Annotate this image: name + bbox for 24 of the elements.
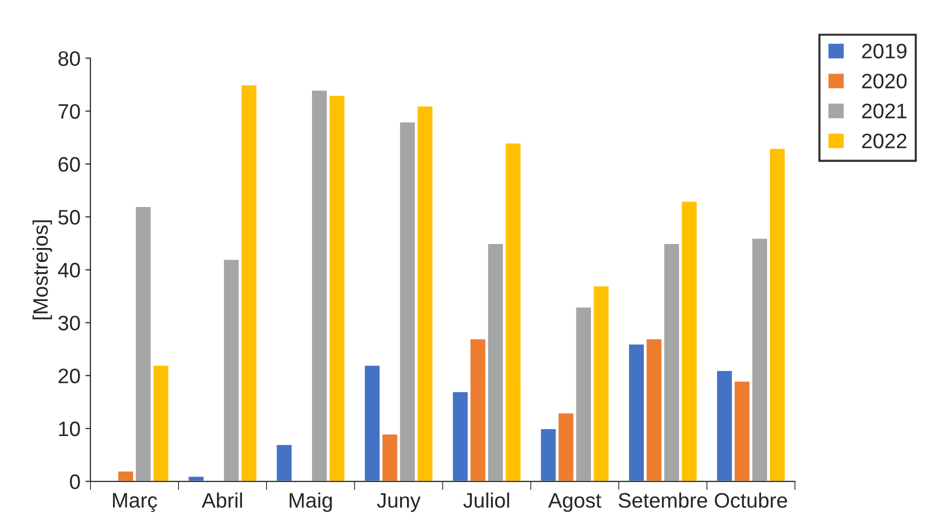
legend-label: 2020 <box>862 74 907 88</box>
bar <box>187 475 205 482</box>
x-tick-label: Maig <box>290 492 332 512</box>
x-tick-label: Setembre <box>618 492 708 508</box>
y-tick-label: 70 <box>58 104 80 119</box>
bar <box>275 444 293 482</box>
y-tick-label: 0 <box>70 474 80 490</box>
y-tick-label: 60 <box>58 156 80 172</box>
x-tick-label: Juliol <box>463 492 510 508</box>
x-tick-label: Març <box>113 493 158 512</box>
y-tick-label: 50 <box>58 210 80 225</box>
x-tick-label: Abril <box>202 492 242 508</box>
legend-label: 2022 <box>862 134 906 148</box>
y-tick-label: 40 <box>58 262 80 278</box>
y-tick-label: 20 <box>58 368 80 384</box>
y-tick-label: 80 <box>58 51 80 66</box>
legend-label: 2019 <box>862 44 906 58</box>
y-tick-label: 10 <box>59 421 80 436</box>
x-tick-label: Juny <box>376 493 421 512</box>
y-tick-label: 30 <box>58 316 80 330</box>
x-tick-label: Agost <box>548 493 602 512</box>
legend-label: 2021 <box>862 104 906 118</box>
y-axis-title: [Mostrejos] <box>32 220 52 320</box>
x-tick-label: Octubre <box>714 492 788 508</box>
